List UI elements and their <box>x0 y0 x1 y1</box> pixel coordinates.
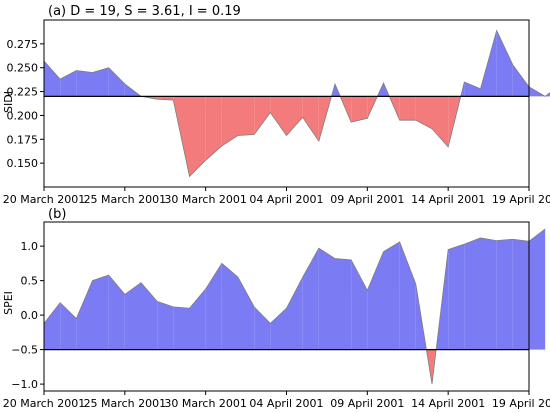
panel-a-ytick-label-3: 0.225 <box>7 86 39 99</box>
panel-a-ytick-label-5: 0.275 <box>7 38 39 51</box>
panel-b-xtick-label-0: 20 March 2001 <box>3 397 86 410</box>
panel-b-ytick-label-3: 0.5 <box>21 275 39 288</box>
panel-a-xtick-label-0: 20 March 2001 <box>3 193 86 206</box>
panel-a-area-segment-23-0 <box>415 96 432 129</box>
panel-b-area-segment-29-0 <box>512 239 529 350</box>
panel-a-area-segment-19-0 <box>351 96 368 123</box>
panel-a-area-segment-22-0 <box>399 96 416 121</box>
panel-b-area-segment-9-0 <box>189 288 206 350</box>
panel-b-xtick-label-5: 14 April 2001 <box>411 397 485 410</box>
panel-b-ytick-label-2: 0.0 <box>21 309 39 322</box>
panel-a-area-segment-11-0 <box>221 96 238 146</box>
panel-b-area-segment-30-0 <box>529 228 546 350</box>
panel-a-area-segment-3-0 <box>92 67 109 97</box>
panel-b-area-segment-26-0 <box>464 237 481 350</box>
panel-b-area-segment-0-0 <box>44 302 61 350</box>
panel-b-xtick-label-6: 19 April 2001 <box>492 397 550 410</box>
panel-b-area-segment-2-0 <box>76 280 93 350</box>
panel-a-area-segment-13-0 <box>254 96 271 135</box>
panel-b-area-segment-22-0 <box>399 242 416 350</box>
panel-a-yticks: 0.150 0.175 0.200 0.225 0.250 0.275 <box>7 38 44 170</box>
panel-a-xtick-label-3: 04 April 2001 <box>249 193 323 206</box>
panel-b-xtick-label-3: 04 April 2001 <box>249 397 323 410</box>
panel-b-ytick-label-1: −0.5 <box>11 344 38 357</box>
panel-b-ylabel: SPEI <box>2 291 15 315</box>
panel-a-xtick-label-1: 25 March 2001 <box>84 193 167 206</box>
panel-b-area-segment-20-0 <box>367 251 384 350</box>
panel-b-area-segment-27-0 <box>480 237 497 350</box>
panel-b-area-segment-28-0 <box>496 239 513 350</box>
panel-a-xtick-label-2: 30 March 2001 <box>164 193 247 206</box>
panel-b-area-segment-6-0 <box>141 282 158 350</box>
panel-b-ytick-label-4: 1.0 <box>21 240 39 253</box>
panel-a-ytick-label-4: 0.250 <box>7 62 39 75</box>
panel-b-area-segment-17-0 <box>318 248 335 350</box>
panel-a-area-segment-12-0 <box>238 96 255 136</box>
panel-b: (b) SPEI −1.0 −0.5 0.0 0.5 1.0 20 March 2001… <box>2 207 550 410</box>
panel-a-area-segment-28-0 <box>496 30 513 97</box>
panel-b-area-segment-25-0 <box>448 244 465 350</box>
panel-a-ylabel: SIDI <box>2 91 15 113</box>
panel-a-xtick-label-4: 09 April 2001 <box>330 193 404 206</box>
panel-a-xtick-label-5: 14 April 2001 <box>411 193 485 206</box>
panel-b-area-segment-21-0 <box>383 242 400 350</box>
panel-a-areas <box>43 29 550 178</box>
panel-b-area-segment-7-0 <box>157 301 174 350</box>
panel-a-area-segment-26-0 <box>464 82 481 97</box>
panel-b-area-segment-8-0 <box>173 306 190 350</box>
panel-a-xtick-label-6: 19 April 2001 <box>492 193 550 206</box>
panel-b-area-segment-12-0 <box>238 277 255 350</box>
panel-b-ytick-label-0: −1.0 <box>11 378 38 391</box>
panel-b-title: (b) <box>48 207 66 222</box>
panel-a-ytick-label-2: 0.200 <box>7 109 39 122</box>
panel-a-area-segment-14-0 <box>270 96 287 136</box>
panel-b-area-segment-18-0 <box>335 258 352 350</box>
panel-b-xtick-label-1: 25 March 2001 <box>84 397 167 410</box>
panel-a-area-segment-0-0 <box>44 61 61 97</box>
panel-a-area-segment-10-0 <box>205 96 222 161</box>
panel-b-area-segment-4-0 <box>108 275 125 350</box>
panel-b-series-line <box>43 228 546 385</box>
panel-a: (a) D = 19, S = 3.61, I = 0.19 SIDI 0.15… <box>2 4 550 206</box>
panel-a-area-segment-16-0 <box>302 96 319 142</box>
panel-b-xtick-label-2: 30 March 2001 <box>164 397 247 410</box>
panel-b-areas <box>43 228 546 385</box>
panel-b-area-segment-10-0 <box>205 263 222 350</box>
panel-a-area-segment-15-0 <box>286 96 303 136</box>
panel-a-series-line <box>43 29 550 178</box>
panel-b-area-segment-16-0 <box>302 248 319 350</box>
panel-b-area-segment-5-0 <box>124 282 141 350</box>
panel-a-ytick-label-0: 0.150 <box>7 157 39 170</box>
panel-b-area-segment-1-0 <box>60 302 77 350</box>
panel-a-area-segment-2-0 <box>76 70 93 97</box>
panel-b-area-segment-13-0 <box>254 306 271 350</box>
panel-a-ytick-label-1: 0.175 <box>7 133 39 146</box>
panel-b-yticks: −1.0 −0.5 0.0 0.5 1.0 <box>11 240 44 391</box>
panel-a-area-segment-9-0 <box>189 96 206 177</box>
panel-a-area-segment-4-0 <box>108 67 125 97</box>
panel-a-area-segment-27-0 <box>480 30 497 97</box>
panel-b-area-segment-15-0 <box>286 277 303 350</box>
panel-b-area-segment-14-0 <box>270 308 287 350</box>
panel-a-title: (a) D = 19, S = 3.61, I = 0.19 <box>48 4 241 19</box>
panel-a-area-segment-24-0 <box>432 96 449 147</box>
panel-b-xtick-label-4: 09 April 2001 <box>330 397 404 410</box>
panel-b-area-segment-19-0 <box>351 259 368 350</box>
panel-a-area-segment-29-0 <box>512 64 529 97</box>
panel-b-area-segment-3-0 <box>92 275 109 350</box>
panel-b-area-segment-11-0 <box>221 263 238 350</box>
